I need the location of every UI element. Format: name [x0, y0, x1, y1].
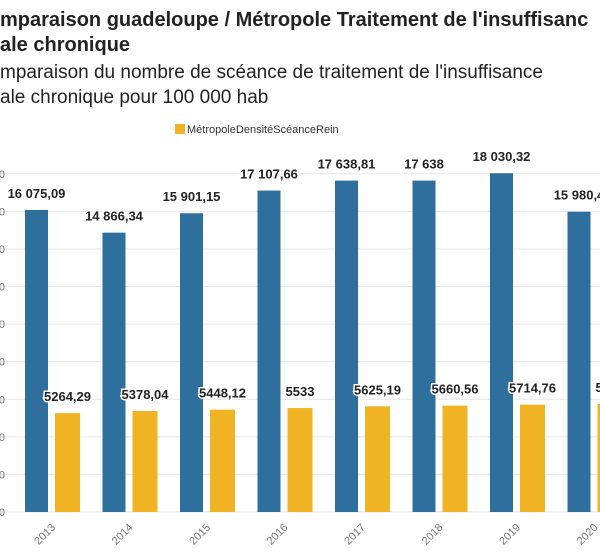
bar: [287, 408, 313, 512]
value-label: 14 866,34: [85, 209, 144, 224]
legend-label: MétropoleDensitéScéanceRein: [187, 124, 339, 136]
value-label: 18 030,32: [473, 149, 531, 164]
bar: [365, 406, 390, 512]
y-tick-label: 8000: [0, 357, 5, 369]
chart-subtitle: ale chronique pour 100 000 hab: [0, 87, 268, 108]
x-tick-label: 2014: [110, 522, 136, 548]
value-label: 5448,12: [199, 386, 246, 401]
bar: [442, 405, 468, 512]
value-label: 17 638,81: [318, 157, 376, 172]
x-tick-label: 2013: [32, 522, 58, 548]
value-label: 17 638: [404, 157, 444, 172]
bar: [520, 404, 545, 512]
bar: [335, 180, 358, 512]
y-tick-label: 12000: [0, 282, 5, 294]
bar: [490, 173, 513, 512]
chart-title: ale chronique: [0, 34, 130, 56]
bar: [257, 190, 281, 512]
bar: [412, 180, 436, 513]
y-tick-label: 16000: [0, 206, 5, 218]
bar: [132, 410, 158, 512]
chart-subtitle: mparaison du nombre de scéance de traite…: [0, 62, 543, 83]
x-tick-label: 2015: [187, 522, 213, 548]
value-label: 5660,56: [432, 382, 479, 397]
y-tick-label: 4000: [0, 432, 5, 444]
bar: [210, 409, 235, 512]
bar: [25, 209, 48, 512]
y-tick-label: 6000: [0, 394, 5, 406]
x-tick-label: 2016: [265, 522, 291, 548]
value-label: 5745: [596, 380, 600, 395]
x-tick-label: 2018: [420, 522, 446, 548]
bar: [55, 413, 80, 512]
value-label: 5378,04: [122, 387, 170, 402]
bar: [102, 232, 126, 512]
value-label: 5625,19: [354, 382, 401, 397]
value-label: 15 980,4: [554, 188, 600, 203]
x-tick-label: 2020: [575, 522, 600, 548]
y-tick-label: 2000: [0, 469, 5, 481]
bar: [597, 404, 600, 512]
value-label: 16 075,09: [8, 186, 66, 201]
value-label: 5264,29: [44, 389, 91, 404]
y-tick-label: 14000: [0, 244, 5, 256]
value-label: 5533: [286, 384, 315, 399]
legend-swatch: [175, 124, 185, 134]
bar: [180, 213, 203, 512]
y-tick-label: 18000: [0, 169, 5, 181]
x-tick-label: 2019: [497, 522, 523, 548]
x-tick-label: 2017: [342, 522, 368, 548]
bar: [567, 211, 591, 512]
chart-title: mparaison guadeloupe / Métropole Traitem…: [0, 9, 588, 31]
value-label: 17 107,66: [240, 167, 298, 182]
value-label: 15 901,15: [163, 189, 221, 204]
value-label: 5714,76: [509, 381, 556, 396]
y-tick-label: 0: [0, 507, 5, 519]
